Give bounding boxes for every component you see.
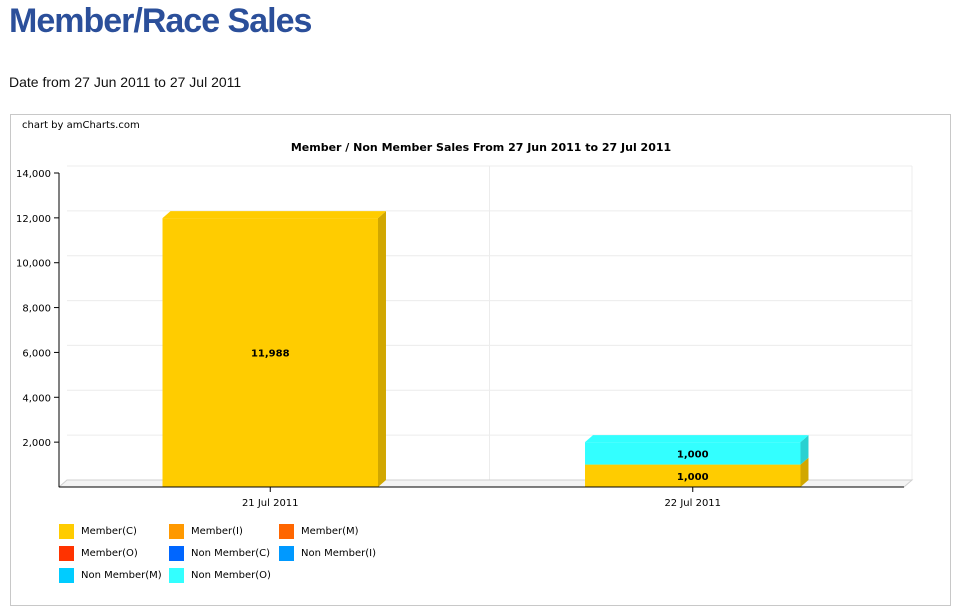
legend-label: Non Member(I): [301, 548, 376, 559]
legend-label: Member(O): [81, 548, 138, 559]
data-label: 1,000: [677, 472, 709, 483]
y-tick-label: 10,000: [16, 259, 51, 270]
bar-top: [585, 435, 809, 443]
legend-item[interactable]: Member(C): [59, 523, 169, 540]
legend-label: Member(M): [301, 526, 359, 537]
chart-title: Member / Non Member Sales From 27 Jun 20…: [291, 141, 671, 154]
legend-item[interactable]: Non Member(I): [279, 545, 389, 562]
page-title: Member/Race Sales: [9, 2, 312, 40]
legend-label: Member(C): [81, 526, 137, 537]
legend-label: Non Member(O): [191, 570, 271, 581]
y-tick-label: 2,000: [22, 438, 51, 449]
axis-layer: 21 Jul 2011 22 Jul 2011 2,000 4,000 6,000 8,0…: [16, 169, 904, 509]
data-label: 1,000: [677, 449, 709, 460]
legend-item[interactable]: Member(M): [279, 523, 389, 540]
y-tick-label: 12,000: [16, 214, 51, 225]
legend-item[interactable]: Member(I): [169, 523, 279, 540]
legend-label: Non Member(C): [191, 548, 271, 559]
chart-credit-link[interactable]: chart by amCharts.com: [22, 120, 140, 131]
legend-label: Member(I): [191, 526, 243, 537]
legend-item[interactable]: Non Member(O): [169, 567, 279, 584]
bar-side: [377, 211, 386, 487]
legend-swatch: [169, 568, 184, 583]
x-tick-label: 22 Jul 2011: [664, 498, 721, 509]
chart-legend: Member(C) Member(I) Member(M) Member(O) Non …: [59, 523, 389, 584]
legend-swatch: [279, 546, 294, 561]
y-tick-label: 14,000: [16, 169, 51, 180]
legend-swatch: [59, 568, 74, 583]
legend-item[interactable]: Member(O): [59, 545, 169, 562]
legend-swatch: [169, 524, 184, 539]
data-label: 11,988: [251, 349, 290, 360]
bar-side: [800, 457, 809, 487]
bar-segment: [585, 442, 801, 465]
legend-item[interactable]: Non Member(M): [59, 567, 169, 584]
bar-layer: 11,988 1,000 1,000: [162, 211, 809, 487]
legend-label: Non Member(M): [81, 570, 162, 581]
legend-item[interactable]: Non Member(C): [169, 545, 279, 562]
legend-swatch: [279, 524, 294, 539]
legend-swatch: [169, 546, 184, 561]
chart-panel: chart by amCharts.com Member / Non Membe…: [10, 114, 951, 606]
bar-segment: [162, 218, 378, 487]
y-tick-label: 4,000: [22, 393, 51, 404]
date-range-text: Date from 27 Jun 2011 to 27 Jul 2011: [9, 74, 242, 90]
legend-swatch: [59, 546, 74, 561]
y-tick-label: 6,000: [22, 348, 51, 359]
bar-side: [800, 435, 809, 465]
stacked-bar-chart: Member / Non Member Sales From 27 Jun 20…: [16, 141, 914, 509]
y-tick-label: 8,000: [22, 304, 51, 315]
x-tick-label: 21 Jul 2011: [242, 498, 299, 509]
legend-swatch: [59, 524, 74, 539]
bar-segment: [585, 464, 801, 487]
bar-top: [162, 211, 386, 219]
